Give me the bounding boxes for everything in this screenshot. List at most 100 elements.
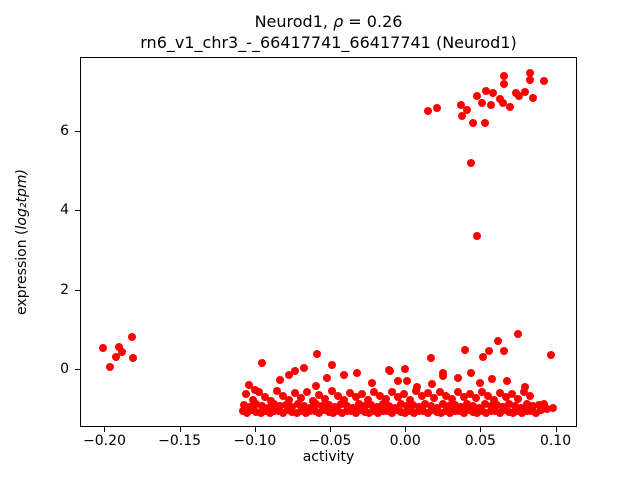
data-point (535, 401, 543, 410)
data-point (477, 98, 486, 107)
data-point (312, 399, 321, 408)
data-point (528, 93, 537, 102)
data-point (423, 409, 432, 418)
data-point (525, 68, 534, 77)
data-point (333, 392, 342, 401)
data-point (265, 408, 274, 417)
data-point (432, 403, 441, 412)
data-point (387, 409, 396, 418)
data-point (515, 91, 524, 100)
data-point (378, 400, 387, 409)
x-axis-tick (405, 427, 407, 432)
y-label-math: log₂tpm (14, 174, 30, 230)
data-point (429, 394, 438, 403)
data-point (297, 393, 306, 402)
data-point (303, 387, 312, 396)
data-point (446, 408, 455, 417)
chart-title-block: Neurod1, ρ = 0.26 rn6_v1_chr3_-_66417741… (80, 11, 577, 53)
data-point (477, 407, 486, 416)
data-point (351, 393, 360, 402)
data-point (357, 389, 366, 398)
data-point (396, 399, 405, 408)
data-point (473, 409, 482, 418)
data-point (276, 375, 285, 384)
data-point (279, 409, 288, 418)
data-point (547, 350, 556, 359)
data-point (378, 406, 387, 415)
data-point (273, 387, 282, 396)
data-point (264, 403, 273, 412)
data-point (240, 401, 249, 410)
data-point (432, 103, 441, 112)
data-point (483, 391, 492, 400)
data-point (368, 379, 377, 388)
data-point (488, 375, 497, 384)
data-point (495, 409, 504, 418)
data-point (375, 391, 384, 400)
data-point (423, 106, 432, 115)
data-point (417, 392, 426, 401)
data-point (283, 406, 292, 415)
data-point (504, 408, 513, 417)
data-point (249, 395, 258, 404)
data-point (399, 389, 408, 398)
data-point (313, 349, 322, 358)
data-point (479, 352, 488, 361)
data-point (461, 345, 470, 354)
y-label-suffix: ) (14, 169, 30, 175)
data-point (301, 408, 310, 417)
x-axis-label: activity (302, 449, 355, 465)
data-point (486, 401, 495, 410)
data-point (513, 394, 522, 403)
data-point (428, 380, 437, 389)
data-point (114, 342, 123, 351)
data-point (306, 406, 315, 415)
data-point (519, 387, 528, 396)
data-point (468, 402, 477, 411)
data-point (500, 347, 509, 356)
data-point (258, 358, 267, 367)
y-tick-label: 0 (60, 361, 69, 378)
data-point (408, 401, 417, 410)
x-axis-tick (555, 427, 557, 432)
data-point (374, 408, 383, 417)
data-point (539, 76, 548, 85)
data-point (536, 406, 545, 415)
data-point (318, 401, 327, 410)
data-point (525, 75, 534, 84)
data-point (510, 402, 519, 411)
data-point (438, 399, 447, 408)
data-point (480, 119, 489, 128)
data-point (506, 102, 515, 111)
data-point (292, 409, 301, 418)
data-point (521, 383, 530, 392)
data-point (462, 105, 471, 114)
data-point (486, 100, 495, 109)
data-point (342, 402, 351, 411)
x-axis-tick (330, 427, 331, 432)
data-point (528, 401, 537, 410)
data-point (480, 399, 489, 408)
data-point (324, 408, 333, 417)
data-point (507, 390, 516, 399)
x-tick-label: 0.05 (464, 433, 496, 449)
data-point (477, 387, 486, 396)
data-point (252, 408, 261, 417)
data-point (432, 408, 441, 417)
data-point (338, 408, 347, 417)
data-point (244, 380, 253, 389)
data-point (342, 406, 351, 415)
title-gene: Neurod1, (254, 12, 334, 31)
x-tick-label: 0.00 (389, 433, 421, 449)
data-point (319, 406, 328, 415)
data-point (485, 347, 494, 356)
data-point (274, 407, 283, 416)
data-point (112, 352, 121, 361)
chart-subtitle: rn6_v1_chr3_-_66417741_66417741 (Neurod1… (140, 33, 517, 52)
x-tick-label: 0.10 (539, 433, 572, 449)
data-point (527, 407, 536, 416)
data-point (322, 373, 331, 382)
data-point (310, 407, 319, 416)
data-point (356, 406, 365, 415)
data-point (482, 86, 491, 95)
